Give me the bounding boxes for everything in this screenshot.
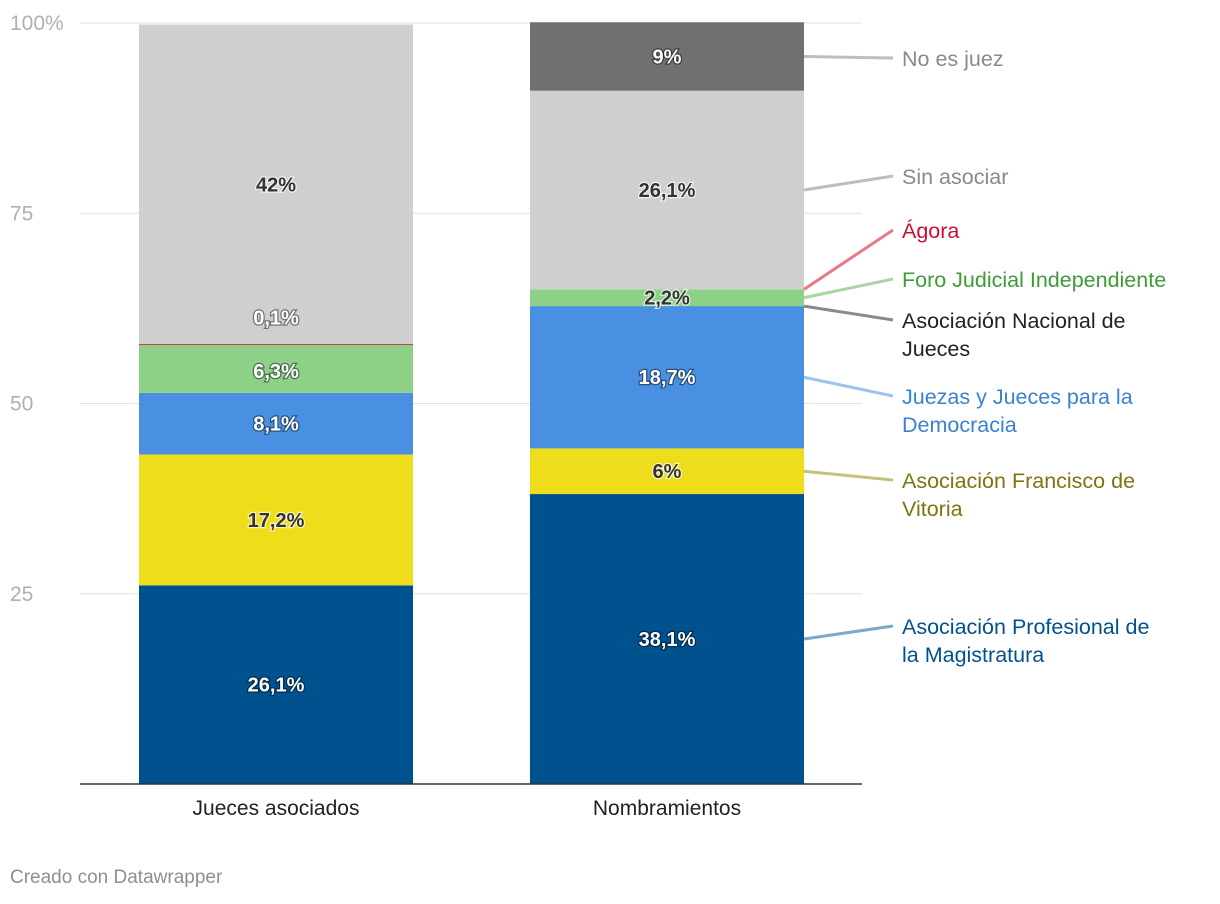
bar-segment [139, 392, 413, 455]
segment-value-label: 0,1% [253, 308, 299, 330]
y-tick-label: 75 [10, 202, 33, 225]
segment-value-label: 2,2% [644, 288, 690, 310]
bar-segment [530, 448, 804, 495]
legend-connector-line [803, 174, 894, 192]
x-category-label: Jueces asociados [193, 797, 360, 820]
y-tick-label: 50 [10, 393, 33, 416]
legend-label: Sin asociar [902, 165, 1008, 189]
segment-value-label: 18,7% [639, 367, 696, 389]
segment-value-label: 6,3% [253, 361, 299, 383]
legend-connector-line [803, 304, 894, 322]
legend-connector-line [803, 228, 894, 291]
bar-segment [530, 90, 804, 290]
bar-segment [530, 289, 804, 307]
y-axis-ticks: 100% 75 50 25 [10, 12, 64, 606]
segment-value-label: 26,1% [248, 675, 305, 697]
segment-value-label: 6% [653, 461, 682, 483]
segment-value-label: 42% [256, 174, 296, 196]
bar-segment [530, 306, 804, 449]
segment-value-label: 17,2% [248, 510, 305, 532]
y-tick-label: 100% [10, 12, 64, 35]
y-tick-label: 25 [10, 583, 33, 606]
segment-value-label: 8,1% [253, 414, 299, 436]
bar-segment [530, 494, 804, 784]
bar-segment [530, 22, 804, 91]
bar-segment [139, 24, 413, 345]
legend-label: Foro Judicial Independiente [902, 268, 1166, 292]
datawrapper-credit: Creado con Datawrapper [10, 867, 223, 888]
legend-connector-line [803, 469, 894, 482]
bars [139, 22, 804, 784]
legend-label: Asociación Francisco de Vitoria [902, 469, 1135, 521]
bar-segment [139, 585, 413, 784]
segment-value-label: 38,1% [639, 629, 696, 651]
legend-label: Juezas y Jueces para la Democracia [902, 385, 1133, 437]
bar-segment [139, 344, 413, 393]
legend-connector-line [803, 277, 894, 300]
legend-label: Ágora [902, 218, 959, 243]
legend-connector-line [803, 375, 894, 398]
legend: Asociación Profesional de la Magistratura… [803, 47, 1166, 667]
x-category-label: Nombramientos [593, 797, 741, 820]
segment-value-label: 26,1% [639, 180, 696, 202]
legend-label: Asociación Profesional de la Magistratura [902, 615, 1149, 667]
segment-labels: 26,1% 17,2% 8,1% 6,3% 0,1% 42% 38,1% 6% 18,7% 2,2… [246, 45, 696, 698]
legend-connector-line [803, 54, 894, 60]
bar-segment [139, 454, 413, 586]
legend-label: Asociación Nacional de Jueces [902, 309, 1126, 361]
segment-value-label: 9% [653, 46, 682, 68]
legend-label: No es juez [902, 47, 1004, 71]
x-axis-categories: Jueces asociados Nombramientos [193, 797, 742, 820]
legend-connector-line [803, 624, 894, 641]
